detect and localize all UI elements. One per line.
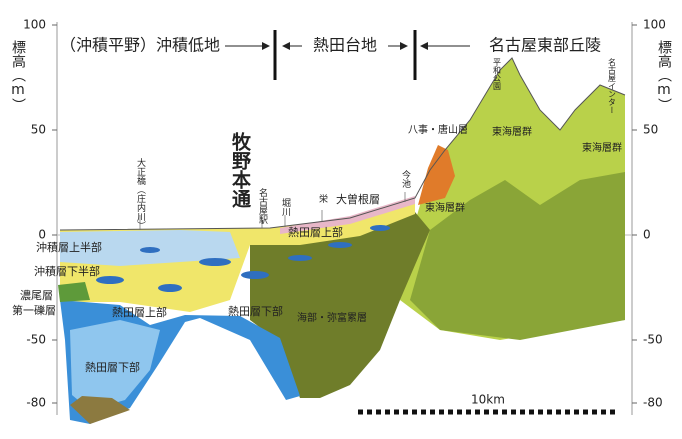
y-tick-label: -80: [643, 396, 663, 410]
place-label: 平和公園: [493, 58, 502, 91]
header-segment: 名古屋東部丘陵: [489, 36, 601, 55]
place-label: 大正橋（庄内川）: [135, 157, 146, 230]
pink-top: [280, 196, 415, 234]
y-tick-label: 0: [38, 228, 46, 242]
place-label: 牧野本通: [229, 131, 251, 209]
lenses: [96, 225, 390, 292]
place-label: 名古屋インター: [608, 57, 617, 114]
layer-label: 八事・唐山層: [408, 123, 468, 136]
y-tick-label: -50: [26, 333, 46, 347]
place-ticks: [139, 192, 406, 230]
y-tick-label: 0: [643, 228, 651, 242]
y-tick-label: 100: [643, 18, 666, 32]
layer-label: 海部・弥富累層: [297, 311, 367, 324]
y-tick-label: 50: [31, 123, 46, 137]
hill-dark: [410, 172, 625, 340]
layer-label: 濃尾層: [20, 288, 53, 302]
green-small: [58, 282, 90, 302]
layer-label: 第一礫層: [12, 303, 56, 317]
layer-label: 熱田層下部: [228, 304, 283, 318]
basement: [70, 396, 130, 424]
header-segment: 熱田台地: [313, 36, 377, 55]
layer-label: 沖積層下半部: [34, 264, 100, 278]
arrow-head: [400, 42, 408, 50]
blue-deep: [70, 320, 160, 410]
place-label: 今池: [400, 169, 411, 188]
layer-label: 東海層群: [425, 201, 465, 214]
layer-label: 大曽根層: [336, 192, 380, 206]
layer-label: 熱田層下部: [85, 360, 140, 374]
place-label: 堀川: [280, 198, 291, 216]
orange-layer: [418, 145, 455, 205]
axis-label: 標高（m）: [656, 40, 672, 112]
layer-label: 東海層群: [492, 125, 532, 138]
layer-label: 熱田層上部: [288, 225, 343, 239]
layer-label: 東海層群: [582, 141, 622, 154]
place-label: 栄: [317, 193, 328, 204]
y-tick-label: -80: [26, 396, 46, 410]
y-tick-label: 50: [643, 123, 658, 137]
y-tick-label: -50: [643, 333, 663, 347]
ground-surface: [59, 57, 626, 231]
place-label: 名古屋駅: [257, 187, 268, 225]
arrow-head: [262, 42, 270, 50]
y-tick-label: 100: [23, 18, 46, 32]
layer-label: 沖積層上半部: [36, 240, 102, 254]
header-segment: （沖積平野）沖積低地: [60, 36, 220, 55]
layer-label: 熱田層上部: [112, 305, 167, 319]
axis-label: 標高（m）: [10, 40, 26, 112]
scale-label: 10km: [471, 393, 505, 407]
